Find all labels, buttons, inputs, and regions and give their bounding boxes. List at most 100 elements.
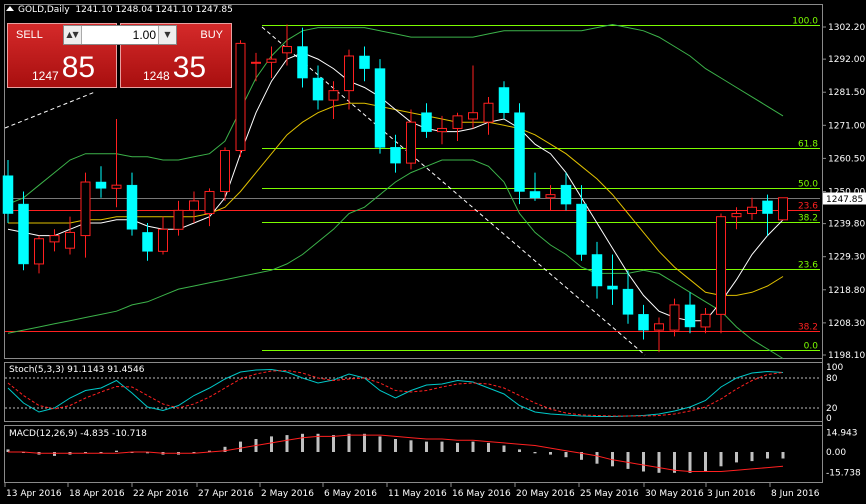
- candle-body-bull: [220, 150, 230, 192]
- candle-body-bull: [189, 200, 199, 211]
- macd-bar: [239, 441, 242, 452]
- price-tick-label: 1302.20: [828, 23, 865, 33]
- macd-bar: [84, 452, 87, 454]
- macd-label: MACD(12,26,9) -4.835 -10.718: [9, 429, 147, 439]
- candle-body-bear: [498, 87, 510, 113]
- candle-body-bull: [669, 304, 680, 331]
- price-tick-label: 1198.10: [828, 351, 865, 361]
- macd-bar: [115, 450, 118, 452]
- macd-bar: [53, 452, 56, 456]
- candle-body-bull: [251, 61, 261, 64]
- candle-body-bear: [142, 232, 153, 252]
- macd-bar: [626, 452, 630, 469]
- candle-body-bear: [762, 200, 773, 214]
- candle-body-bull: [80, 181, 91, 237]
- current-price-box: [823, 192, 866, 205]
- macd-bar: [363, 433, 366, 452]
- candles: [2, 24, 788, 353]
- fast-ma-line: [7, 52, 784, 322]
- macd-bar: [580, 452, 583, 460]
- candle-body-bull: [282, 46, 292, 54]
- fib-label: 38.2: [798, 323, 818, 333]
- price-tick-label: 1292.00: [828, 55, 865, 65]
- candle-body-bull: [34, 238, 44, 265]
- candle-body-bull: [483, 102, 494, 123]
- stoch-level-label: 100: [826, 363, 843, 373]
- lot-stepper-icon[interactable]: ▲▼: [64, 26, 82, 44]
- buy-label: BUY: [200, 29, 223, 41]
- macd-bar: [347, 433, 351, 452]
- candle-body-bear: [560, 184, 572, 205]
- sell-label: SELL: [16, 29, 43, 41]
- time-tick-label: 25 May 2016: [580, 489, 639, 499]
- candle-body-bear: [529, 191, 541, 199]
- macd-indicator: 14.943 0.00 -15.738: [6, 429, 861, 478]
- macd-bar: [471, 441, 475, 452]
- macd-bar: [99, 452, 103, 453]
- candle-body-bear: [374, 68, 386, 148]
- price-tick-label: 1271.00: [828, 121, 865, 131]
- price-axis: 1302.20 1292.00 1281.50 1271.00 1260.50 1250.…: [822, 23, 866, 361]
- macd-bar: [673, 452, 676, 473]
- lot-dropdown-icon[interactable]: ▼: [158, 26, 176, 44]
- time-tick-label: 27 Apr 2016: [198, 489, 254, 499]
- candle-body-bear: [2, 175, 14, 214]
- candle-body-bull: [158, 228, 168, 252]
- lot-size-field[interactable]: ▲▼ ▼: [63, 25, 177, 45]
- macd-bar: [704, 452, 707, 472]
- price-tick-label: 1250.00: [828, 187, 865, 197]
- symbol-label: GOLD,Daily: [18, 5, 70, 15]
- candle-body-bear: [622, 288, 634, 315]
- sell-price: 1247 85: [32, 51, 96, 84]
- fibonacci-levels: 100.0 61.8 50.0 23.6 38.2 23.6 38.2 0.0: [5, 17, 820, 352]
- macd-bar: [781, 452, 785, 459]
- sell-header: SELL: [8, 24, 116, 48]
- macd-bar: [688, 452, 692, 473]
- macd-bar: [270, 436, 273, 452]
- buy-price: 1248 35: [143, 53, 206, 84]
- macd-bar: [146, 452, 149, 454]
- candle-body-bull: [266, 58, 277, 63]
- candle-body-bull: [344, 55, 354, 92]
- fib-label: 23.6: [798, 202, 818, 212]
- stoch-main-line: [7, 368, 784, 417]
- macd-bar: [208, 450, 211, 452]
- macd-bar: [735, 452, 738, 463]
- stoch-level-label: 0: [826, 414, 832, 424]
- macd-bar: [518, 449, 521, 452]
- sell-price-pips: 85: [61, 51, 96, 84]
- time-tick-label: 3 Jun 2016: [707, 489, 756, 499]
- candle-body-bear: [95, 181, 107, 189]
- candle-body-bull: [49, 235, 60, 243]
- macd-bar: [549, 452, 552, 455]
- macd-tick-label: 0.00: [826, 448, 846, 458]
- candle-body-bull: [731, 213, 742, 218]
- candle-body-bear: [18, 203, 29, 265]
- price-tick-label: 1260.50: [828, 154, 865, 164]
- ohlc-readout: 1241.10 1248.04 1241.10 1247.85: [75, 5, 233, 15]
- trend-lines: [4, 26, 646, 356]
- macd-bar: [316, 433, 320, 452]
- price-tick-label: 1239.80: [828, 220, 865, 230]
- macd-bar: [192, 452, 196, 454]
- candle-body-bull: [452, 115, 463, 129]
- lot-size-input[interactable]: [86, 27, 156, 43]
- trend-line-down: [261, 26, 646, 356]
- macd-bar: [611, 452, 614, 467]
- price-tick-label: 1281.50: [828, 88, 865, 98]
- macd-bar: [487, 442, 490, 452]
- candle-body-bull: [468, 112, 478, 120]
- fib-label: 38.2: [798, 214, 818, 224]
- candle-body-bull: [778, 197, 788, 221]
- panel-frames: [4, 4, 823, 483]
- candle-body-bear: [607, 285, 618, 290]
- fib-label: 23.6: [798, 261, 818, 271]
- collapse-triangle-icon[interactable]: [6, 6, 14, 11]
- time-tick-label: 30 May 2016: [645, 489, 704, 499]
- macd-bar: [301, 433, 304, 452]
- candle-body-bear: [359, 55, 370, 69]
- fib-label: 0.0: [804, 342, 819, 352]
- macd-bar: [564, 452, 568, 458]
- candle-body-bull: [545, 194, 556, 199]
